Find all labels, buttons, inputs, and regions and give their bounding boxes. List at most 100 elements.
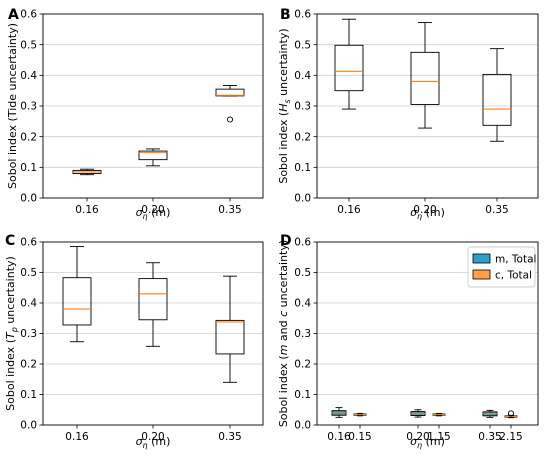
y-tick-label: 0.3 xyxy=(294,101,311,113)
x-axis-label: ση (m) xyxy=(410,435,445,450)
x-label-symbol: σ xyxy=(136,206,144,219)
box-body xyxy=(482,73,512,126)
x-label-unit: (m) xyxy=(148,435,171,448)
x-label-subscript: η xyxy=(417,212,422,221)
y-tick-label: 0.4 xyxy=(294,70,311,82)
y-tick-label: 0.5 xyxy=(20,39,37,51)
box-mtotal-0 xyxy=(331,407,347,418)
y-tick-label: 0.6 xyxy=(20,9,37,21)
box-body xyxy=(215,319,245,355)
y-tick-label: 0.5 xyxy=(20,267,37,279)
y-label-subscript: p xyxy=(10,327,19,333)
box-body xyxy=(138,150,168,161)
y-label-text: Sobol index ( xyxy=(4,339,17,411)
y-tick-label: 0.1 xyxy=(20,389,37,401)
x-tick-label: 1.15 xyxy=(427,431,450,443)
y-tick-label: 0.6 xyxy=(294,9,311,21)
y-label-symbol: T xyxy=(4,331,17,339)
panel-letter: D xyxy=(280,233,292,249)
panel-D: 0.0 0.1 0.2 0.3 0.4 0.5 0.6 0.160.15 0.201.15 0.3… xyxy=(277,233,539,450)
y-tick-label: 0.2 xyxy=(294,359,311,371)
box-0.16 xyxy=(334,18,364,110)
x-label-unit: (m) xyxy=(422,206,445,219)
y-tick-label: 0.1 xyxy=(20,162,37,174)
box-body xyxy=(138,278,168,321)
legend: m, Total c, Total xyxy=(467,246,536,288)
box-ctotal-2 xyxy=(504,410,518,419)
x-label-symbol: σ xyxy=(136,435,144,448)
legend-label: m, Total xyxy=(495,254,536,266)
box-0.20 xyxy=(138,262,168,347)
y-label-text: uncertainty) xyxy=(4,256,17,327)
y-tick-label: 0.0 xyxy=(20,193,37,205)
x-tick-label: 0.35 xyxy=(218,431,241,443)
y-label-symbol: H xyxy=(277,104,290,112)
panel-B: 0.0 0.1 0.2 0.3 0.4 0.5 0.6 0.16 0.20 0.35 Bση (m)… xyxy=(277,7,539,221)
y-tick-label: 0.1 xyxy=(294,389,311,401)
plot-frame xyxy=(316,241,539,426)
y-tick-label: 0.1 xyxy=(294,162,311,174)
y-tick-label: 0.2 xyxy=(294,131,311,143)
panel-letter: A xyxy=(8,7,19,23)
panel-letter: B xyxy=(280,7,291,23)
y-label-text: uncertainty) xyxy=(277,240,290,311)
legend-swatch xyxy=(472,269,491,280)
y-label-text: and xyxy=(277,317,290,345)
y-label-symbol: m xyxy=(277,345,290,356)
box-body xyxy=(215,88,245,97)
y-label-subscript: s xyxy=(283,99,292,103)
x-tick-label: 0.16 xyxy=(75,204,99,216)
y-axis-label: Sobol index (Hs uncertainty) xyxy=(277,28,292,183)
x-tick-label: 0.35 xyxy=(478,431,501,443)
x-label-subscript: η xyxy=(417,441,422,450)
y-label-text: Sobol index ( xyxy=(277,355,290,427)
x-tick-label: 0.35 xyxy=(218,204,241,216)
box-0.35 xyxy=(482,48,512,142)
x-tick-label: 0.16 xyxy=(327,431,351,443)
y-axis-label: Sobol index (m and c uncertainty) xyxy=(277,240,290,427)
legend-swatch xyxy=(472,253,491,264)
y-tick-label: 0.4 xyxy=(20,298,37,310)
box-body xyxy=(334,44,364,92)
box-0.35 xyxy=(215,275,245,383)
y-label-symbol: c xyxy=(277,311,290,317)
y-tick-label: 0.0 xyxy=(294,193,311,205)
box-ctotal-1 xyxy=(432,412,446,417)
box-mtotal-2 xyxy=(482,409,498,418)
x-tick-label: 0.20 xyxy=(141,431,164,443)
box-body xyxy=(62,277,92,326)
x-axis-label: ση (m) xyxy=(136,206,171,221)
x-tick-label: 0.20 xyxy=(141,204,164,216)
y-axis-label: Sobol index (Tide uncertainty) xyxy=(6,23,19,189)
outlier-point xyxy=(226,116,234,123)
y-tick-label: 0.2 xyxy=(20,359,37,371)
x-tick-label: 0.20 xyxy=(413,204,436,216)
panel-letter: C xyxy=(5,233,15,249)
box-mtotal-1 xyxy=(410,409,426,418)
box-0.16 xyxy=(62,246,92,343)
y-tick-label: 0.0 xyxy=(294,420,311,432)
y-tick-label: 0.4 xyxy=(20,70,37,82)
x-label-unit: (m) xyxy=(422,435,445,448)
y-tick-label: 0.5 xyxy=(294,39,311,51)
panel-C: 0.0 0.1 0.2 0.3 0.4 0.5 0.6 0.16 0.20 0.35 Cση (m)… xyxy=(4,233,264,450)
box-0.35 xyxy=(215,85,245,123)
x-label-symbol: σ xyxy=(410,206,418,219)
y-label-text: Sobol index (Tide uncertainty) xyxy=(6,23,19,189)
y-tick-label: 0.6 xyxy=(294,237,311,249)
x-tick-label: 0.20 xyxy=(406,431,429,443)
y-tick-label: 0.3 xyxy=(20,101,37,113)
x-tick-label: 0.16 xyxy=(65,431,89,443)
y-tick-label: 0.4 xyxy=(294,298,311,310)
box-0.16 xyxy=(72,168,102,176)
x-axis-label: ση (m) xyxy=(410,206,445,221)
x-label-symbol: σ xyxy=(410,435,418,448)
outlier-point xyxy=(507,410,515,417)
y-tick-label: 0.5 xyxy=(294,267,311,279)
x-label-unit: (m) xyxy=(148,206,171,219)
y-label-text: Sobol index ( xyxy=(277,112,290,184)
y-label-text: uncertainty) xyxy=(277,28,290,99)
x-label-subscript: η xyxy=(143,441,148,450)
y-tick-label: 0.3 xyxy=(294,328,311,340)
